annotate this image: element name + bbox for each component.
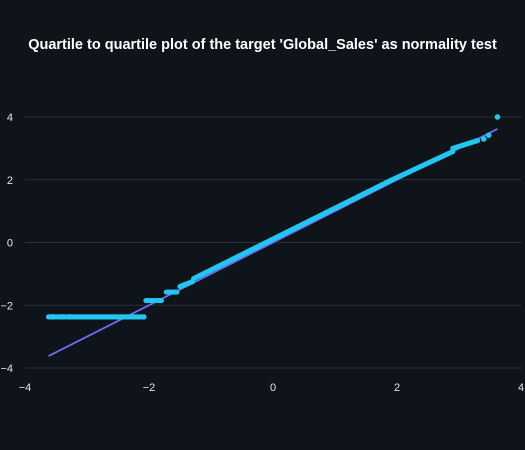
y-tick-label: 2 xyxy=(7,175,13,187)
data-point xyxy=(50,314,56,320)
chart-title: Quartile to quartile plot of the target … xyxy=(28,37,497,53)
y-tick-label: −2 xyxy=(0,300,13,312)
y-tick-label: 0 xyxy=(7,238,13,250)
x-tick-label: −4 xyxy=(19,382,32,394)
x-tick-label: 4 xyxy=(518,382,524,394)
data-point xyxy=(494,114,501,120)
data-point xyxy=(475,137,481,144)
x-tick-label: −2 xyxy=(143,382,156,394)
data-point xyxy=(158,297,164,304)
data-point xyxy=(174,289,180,295)
data-point xyxy=(59,314,65,320)
x-tick-label: 0 xyxy=(270,382,276,394)
x-tick-label: 2 xyxy=(394,382,400,394)
data-point xyxy=(481,136,487,142)
data-point xyxy=(141,314,147,320)
data-point xyxy=(485,132,492,138)
y-tick-label: −4 xyxy=(0,363,13,375)
data-point xyxy=(66,314,73,320)
y-tick-label: 4 xyxy=(7,112,13,124)
